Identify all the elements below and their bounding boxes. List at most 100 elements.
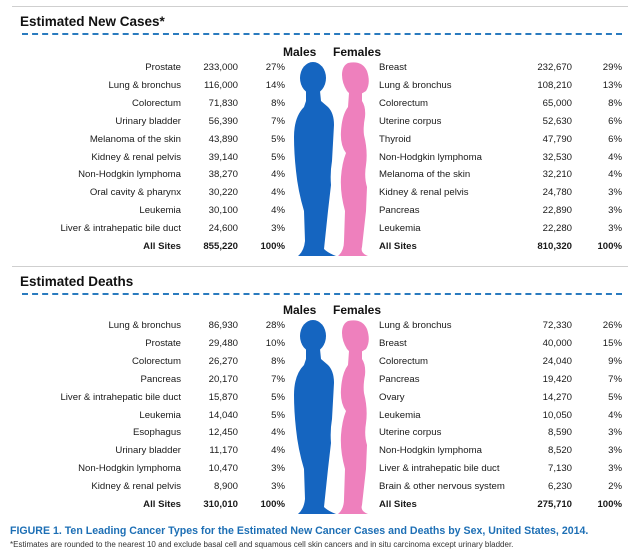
female-percent: 3% — [608, 445, 622, 457]
female-site-label: Liver & intrahepatic bile duct — [379, 463, 500, 475]
male-site-label: Colorectum — [131, 97, 181, 109]
male-site-label: Kidney & renal pelvis — [91, 151, 181, 163]
female-percent: 3% — [608, 463, 622, 475]
female-count: 810,320 — [537, 241, 572, 252]
female-site-label: All Sites — [379, 499, 417, 510]
table-row: Leukemia 30,100 4% Pancreas 22,890 3% — [12, 204, 628, 218]
female-site-label: Leukemia — [379, 223, 421, 235]
female-percent: 8% — [608, 97, 622, 109]
male-count: 71,830 — [208, 97, 238, 109]
male-count: 20,170 — [208, 373, 238, 385]
male-site-label: All Sites — [143, 499, 181, 510]
male-count: 8,900 — [213, 481, 238, 493]
female-count: 65,000 — [542, 97, 572, 109]
female-count: 108,210 — [537, 79, 572, 91]
divider — [22, 33, 622, 35]
male-percent: 4% — [271, 169, 285, 181]
female-site-label: All Sites — [379, 241, 417, 252]
female-count: 52,630 — [542, 115, 572, 127]
panel-title: Estimated Deaths — [20, 274, 134, 289]
total-row: All Sites 310,010 100% All Sites 275,710 100% — [12, 498, 628, 512]
table-row: Leukemia 14,040 5% Leukemia 10,050 4% — [12, 409, 628, 423]
male-count: 11,170 — [209, 445, 238, 457]
female-site-label: Uterine corpus — [379, 427, 442, 439]
male-percent: 10% — [265, 337, 285, 349]
females-header: Females — [333, 303, 382, 317]
total-row: All Sites 855,220 100% All Sites 810,320 100% — [12, 240, 628, 254]
female-percent: 29% — [602, 62, 622, 73]
male-count: 56,390 — [208, 115, 238, 127]
table-row: Oral cavity & pharynx 30,220 4% Kidney & re… — [12, 186, 628, 200]
male-count: 30,100 — [208, 205, 238, 217]
male-silhouette-icon — [294, 320, 336, 514]
male-site-label: Kidney & renal pelvis — [91, 481, 181, 493]
male-percent: 8% — [271, 355, 285, 367]
female-site-label: Breast — [379, 62, 407, 73]
male-percent: 5% — [271, 133, 285, 145]
male-count: 10,470 — [208, 463, 238, 475]
male-percent: 4% — [271, 205, 285, 217]
males-header: Males — [283, 45, 317, 59]
male-count: 24,600 — [208, 223, 238, 235]
table-row: Liver & intrahepatic bile duct 15,870 5% Ov… — [12, 391, 628, 405]
female-count: 14,270 — [542, 391, 572, 403]
female-percent: 3% — [608, 427, 622, 439]
table-row: Urinary bladder 56,390 7% Uterine corpus 52,… — [12, 115, 628, 129]
male-site-label: Pancreas — [140, 373, 181, 385]
table-row: Colorectum 26,270 8% Colorectum 24,040 9% — [12, 355, 628, 369]
table-row: Kidney & renal pelvis 39,140 5% Non-Hodgkin… — [12, 151, 628, 165]
males-header: Males — [283, 303, 317, 317]
table-row: Melanoma of the skin 43,890 5% Thyroid 47,79… — [12, 133, 628, 147]
female-count: 10,050 — [542, 409, 572, 421]
table-row: Kidney & renal pelvis 8,900 3% Brain & othe… — [12, 480, 628, 494]
male-site-label: Colorectum — [131, 355, 181, 367]
female-percent: 6% — [608, 133, 622, 145]
female-site-label: Uterine corpus — [379, 115, 442, 127]
female-percent: 6% — [608, 115, 622, 127]
male-site-label: Prostate — [145, 337, 181, 349]
females-header: Females — [333, 45, 382, 59]
female-percent: 100% — [597, 241, 622, 252]
female-percent: 5% — [608, 391, 622, 403]
male-silhouette-icon — [294, 62, 336, 256]
figure-caption: FIGURE 1. Ten Leading Cancer Types for t… — [10, 525, 589, 537]
male-percent: 4% — [271, 427, 285, 439]
female-count: 32,530 — [542, 151, 572, 163]
female-count: 19,420 — [542, 373, 572, 385]
male-count: 86,930 — [208, 320, 238, 331]
female-percent: 3% — [608, 223, 622, 235]
male-percent: 7% — [271, 115, 285, 127]
female-count: 7,130 — [547, 463, 572, 475]
male-site-label: Liver & intrahepatic bile duct — [60, 223, 181, 235]
male-count: 39,140 — [208, 151, 238, 163]
female-silhouette-icon — [338, 62, 369, 256]
male-site-label: Melanoma of the skin — [89, 133, 181, 145]
female-count: 275,710 — [537, 499, 572, 510]
table-row: Urinary bladder 11,170 4% Non-Hodgkin lymph… — [12, 444, 628, 458]
female-site-label: Colorectum — [379, 97, 429, 109]
male-percent: 100% — [260, 241, 285, 252]
female-count: 32,210 — [542, 169, 572, 181]
female-percent: 4% — [608, 151, 622, 163]
male-site-label: Leukemia — [139, 409, 181, 421]
male-percent: 3% — [271, 223, 285, 235]
male-percent: 8% — [271, 97, 285, 109]
female-count: 72,330 — [542, 320, 572, 331]
female-count: 8,590 — [547, 427, 572, 439]
female-site-label: Lung & bronchus — [379, 79, 452, 91]
table-row: Lung & bronchus 86,930 28% Lung & bronchus 7… — [12, 319, 628, 333]
female-percent: 4% — [608, 169, 622, 181]
female-site-label: Pancreas — [379, 373, 420, 385]
male-site-label: Lung & bronchus — [108, 320, 181, 331]
female-site-label: Colorectum — [379, 355, 429, 367]
female-count: 24,780 — [542, 187, 572, 199]
male-count: 855,220 — [203, 241, 238, 252]
male-site-label: Oral cavity & pharynx — [89, 187, 181, 199]
male-percent: 5% — [271, 151, 285, 163]
new-cases-panel: Estimated New Cases* Males Females Prost… — [12, 6, 628, 261]
male-count: 38,270 — [208, 169, 238, 181]
female-site-label: Leukemia — [379, 409, 421, 421]
table-row: Liver & intrahepatic bile duct 24,600 3% Le… — [12, 222, 628, 236]
table-row: Prostate 233,000 27% Breast 232,670 29% — [12, 61, 628, 75]
female-count: 47,790 — [542, 133, 572, 145]
